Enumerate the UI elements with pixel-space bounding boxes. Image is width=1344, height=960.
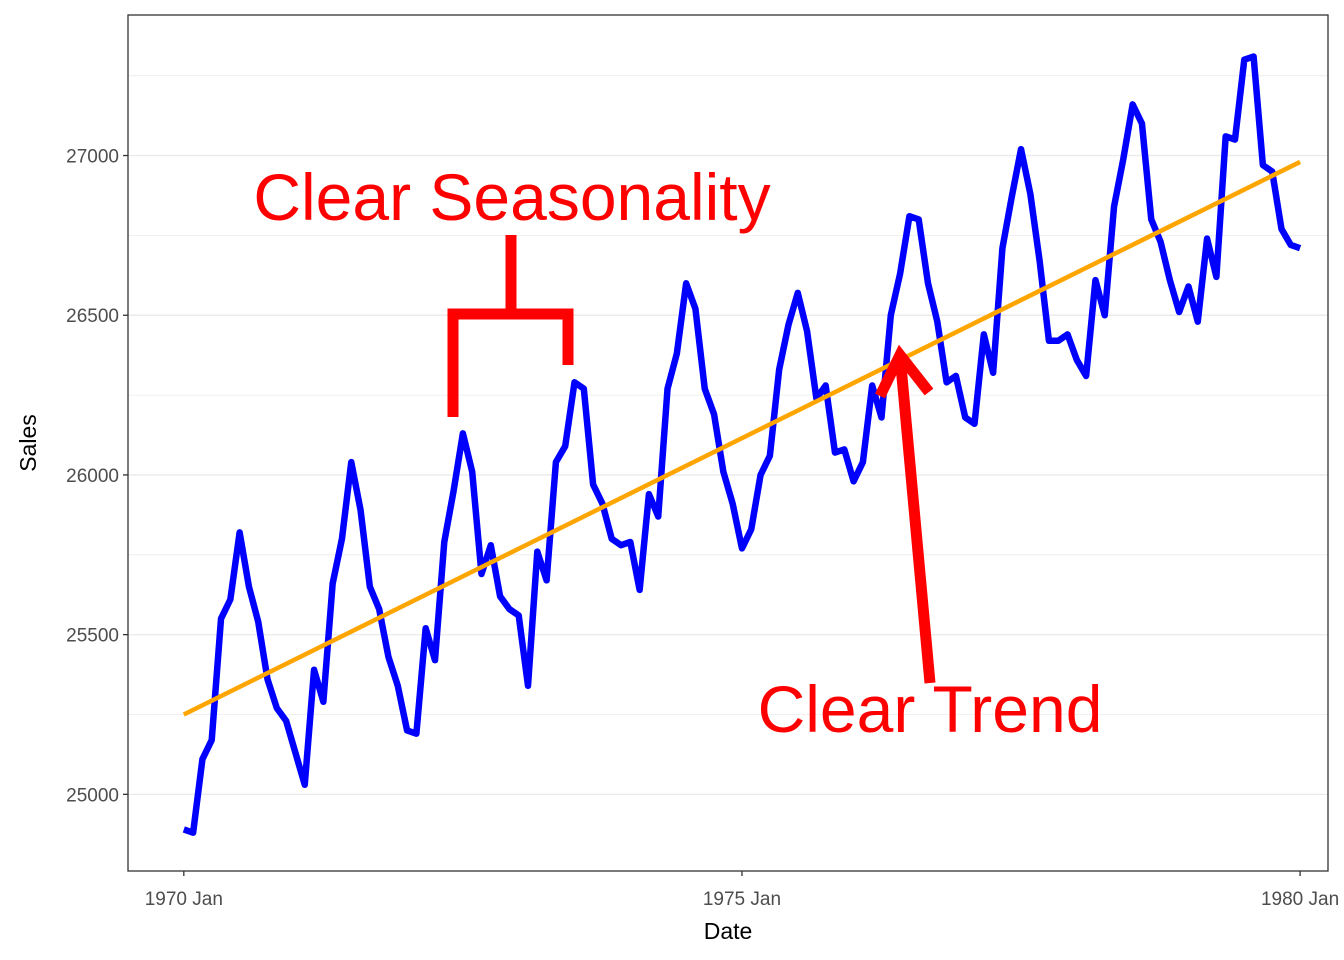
x-tick-label: 1975 Jan [703, 889, 781, 910]
panel-border [127, 14, 1329, 872]
seasonality-bracket [447, 235, 574, 417]
annotations: Clear Seasonality Clear Trend [253, 160, 1102, 746]
y-tick-label: 26000 [66, 466, 119, 487]
x-axis: 1970 Jan 1975 Jan 1980 Jan [145, 871, 1339, 910]
y-tick-label: 27000 [66, 147, 119, 168]
y-tick-label: 26500 [66, 306, 119, 327]
series-layer [182, 53, 1302, 836]
y-tick-label: 25000 [66, 785, 119, 806]
y-axis-title: Sales [15, 414, 41, 472]
annotation-trend-label: Clear Trend [758, 672, 1103, 746]
x-tick-label: 1980 Jan [1261, 889, 1339, 910]
x-tick-label: 1970 Jan [145, 889, 223, 910]
annotation-seasonality-label: Clear Seasonality [253, 160, 770, 234]
y-axis: 25000 25500 26000 26500 27000 [66, 147, 128, 806]
x-axis-title: Date [704, 918, 753, 944]
trend-line [182, 159, 1302, 717]
y-tick-label: 25500 [66, 626, 119, 647]
sales-series-line [182, 53, 1302, 836]
trend-arrow [875, 344, 936, 684]
